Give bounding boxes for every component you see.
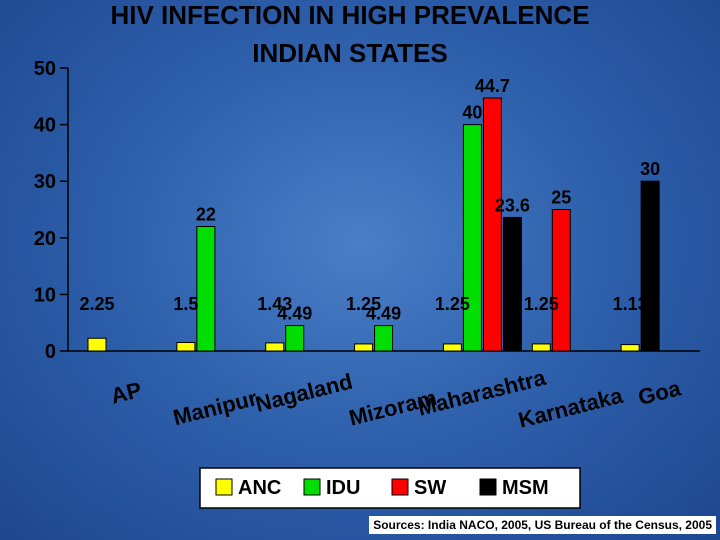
- data-label: 4.49: [277, 304, 312, 324]
- data-label: 1.43: [257, 294, 292, 314]
- data-label: 1.25: [435, 294, 470, 314]
- category-label-manipur: Manipur: [171, 385, 260, 430]
- bar-anc-manipur: [176, 342, 196, 352]
- y-tick-label: 50: [34, 58, 56, 80]
- bar-anc-maharashtra: [442, 343, 462, 352]
- bar-anc-karnataka: [531, 343, 551, 352]
- legend-label-idu: IDU: [326, 477, 360, 499]
- y-tick-label: 40: [34, 115, 56, 137]
- source-note: Sources: India NACO, 2005, US Bureau of …: [369, 516, 716, 534]
- data-label: 2.25: [79, 294, 114, 314]
- data-label: 44.7: [475, 76, 510, 96]
- bar-msm-maharashtra: [502, 216, 522, 352]
- data-label: 1.5: [173, 294, 198, 314]
- y-tick-label: 30: [34, 171, 56, 193]
- bar-anc-ap: [87, 337, 107, 352]
- bar-sw-maharashtra: [482, 97, 502, 352]
- bar-sw-karnataka: [551, 209, 571, 352]
- data-label: 25: [551, 188, 571, 208]
- category-label-group: AP ManipurNagalandMizoramMaharashtraKarna…: [108, 365, 684, 433]
- y-tick-label: 10: [34, 284, 56, 306]
- data-label: 4.49: [366, 304, 401, 324]
- legend-label-anc: ANC: [238, 477, 281, 499]
- category-label-goa: Goa: [636, 375, 684, 410]
- bar-anc-mizoram: [354, 343, 374, 352]
- legend-label-msm: MSM: [502, 477, 549, 499]
- y-tick-label: 0: [45, 341, 56, 363]
- bar-idu-nagaland: [285, 325, 305, 352]
- bar-anc-goa: [620, 344, 640, 352]
- legend-label-sw: SW: [414, 477, 446, 499]
- data-label: 23.6: [495, 195, 530, 215]
- legend-box: [199, 467, 581, 509]
- legend-swatch-msm: [479, 478, 497, 496]
- data-label: 1.25: [524, 294, 559, 314]
- category-label-ap: AP: [108, 377, 144, 409]
- chart-title-line-1: HIV INFECTION IN HIGH PREVALENCE: [110, 0, 590, 30]
- data-label: 22: [196, 204, 216, 224]
- y-tick-label: 20: [34, 228, 56, 250]
- legend: ANC IDU SW MSM: [199, 467, 581, 509]
- bar-anc-nagaland: [265, 342, 285, 352]
- data-label: 40: [462, 103, 482, 123]
- bar-idu-maharashtra: [462, 124, 482, 352]
- legend-swatch-idu: [303, 478, 321, 496]
- bar-series-group: [87, 97, 660, 352]
- legend-swatch-anc: [215, 478, 233, 496]
- data-label: 1.13: [613, 294, 648, 314]
- bar-idu-mizoram: [374, 325, 394, 352]
- data-label: 30: [640, 159, 660, 179]
- bar-msm-goa: [640, 180, 660, 352]
- chart-title-line-2: INDIAN STATES: [252, 38, 448, 68]
- bar-idu-manipur: [196, 225, 216, 352]
- y-axis: 0 10 20 30 40 50: [34, 58, 700, 363]
- data-label: 1.25: [346, 294, 381, 314]
- category-label-nagaland: Nagaland: [253, 369, 355, 417]
- legend-swatch-sw: [391, 478, 409, 496]
